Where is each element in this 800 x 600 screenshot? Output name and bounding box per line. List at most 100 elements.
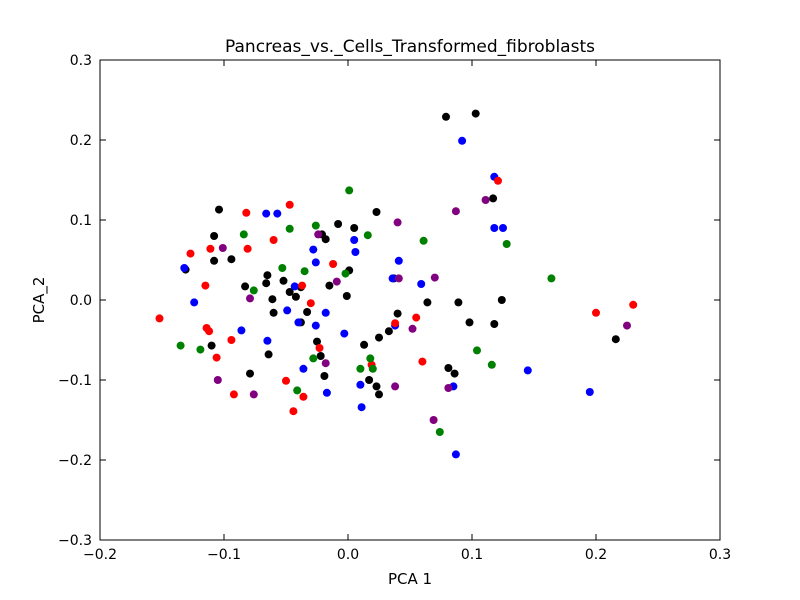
data-point: [268, 295, 277, 304]
data-point: [311, 258, 320, 267]
data-point: [497, 296, 506, 304]
data-point: [299, 392, 308, 401]
data-point: [264, 350, 273, 359]
data-point: [213, 376, 222, 384]
data-point: [345, 186, 354, 195]
data-point: [340, 329, 349, 338]
data-point: [442, 112, 450, 121]
data-point: [289, 407, 298, 416]
data-point: [207, 341, 216, 350]
data-point: [423, 298, 432, 307]
data-point: [262, 209, 271, 218]
data-point: [393, 309, 402, 318]
data-point: [444, 384, 453, 392]
data-point: [334, 220, 343, 228]
data-point: [394, 256, 403, 265]
data-point: [229, 390, 238, 399]
data-point: [186, 249, 195, 258]
y-axis-label: PCA_2: [30, 277, 49, 324]
data-point: [585, 388, 594, 396]
data-point: [215, 205, 223, 214]
data-point: [435, 428, 444, 436]
y-tick-label: 0.0: [70, 293, 92, 309]
data-point: [360, 340, 369, 349]
data-point: [623, 321, 631, 330]
data-point: [291, 292, 300, 301]
data-point: [269, 308, 278, 317]
data-point: [384, 327, 393, 336]
data-point: [249, 286, 258, 295]
data-point: [332, 277, 341, 286]
x-axis-label: PCA 1: [388, 570, 432, 588]
data-point: [311, 221, 320, 230]
x-tick-label: −0.1: [207, 547, 241, 563]
data-point: [263, 271, 272, 280]
data-point: [237, 326, 246, 335]
data-point: [283, 306, 292, 315]
data-point: [490, 320, 499, 328]
data-point: [246, 369, 254, 378]
data-point: [314, 230, 323, 239]
data-point: [309, 245, 318, 254]
y-axis-ticks: −0.3 −0.2 −0.1 0.0 0.1 0.2 0.3: [58, 53, 720, 549]
data-point: [342, 292, 351, 300]
data-point: [465, 318, 474, 327]
data-point: [419, 236, 428, 245]
data-point: [451, 207, 460, 216]
data-point: [356, 380, 365, 389]
data-point: [321, 359, 330, 368]
data-point: [372, 208, 381, 216]
data-point: [473, 346, 481, 355]
data-point: [490, 224, 499, 232]
data-point: [290, 282, 299, 291]
data-point: [454, 298, 463, 307]
data-point: [321, 235, 330, 244]
data-point: [210, 256, 219, 265]
data-point: [262, 279, 271, 288]
data-point: [611, 335, 620, 344]
data-point: [311, 321, 320, 330]
y-tick-label: −0.3: [58, 533, 92, 549]
data-point: [408, 324, 417, 333]
data-point: [263, 336, 272, 345]
data-point: [227, 255, 236, 264]
data-point: [363, 231, 372, 240]
x-tick-label: 0.1: [461, 547, 483, 563]
data-point: [592, 308, 600, 317]
data-point: [303, 308, 312, 316]
data-point: [322, 388, 331, 397]
data-point: [489, 194, 498, 203]
data-point: [429, 416, 438, 424]
data-point: [418, 357, 427, 366]
data-point: [190, 298, 199, 307]
data-point: [293, 386, 302, 395]
data-point: [273, 209, 282, 218]
data-point: [321, 308, 330, 317]
data-point: [285, 224, 294, 233]
data-point: [450, 369, 459, 378]
data-point: [351, 248, 360, 256]
data-point: [241, 282, 250, 291]
data-point: [201, 281, 210, 290]
y-tick-label: 0.1: [70, 213, 92, 229]
data-point: [218, 244, 227, 252]
data-point: [629, 300, 638, 309]
data-point: [196, 345, 205, 354]
data-point: [499, 224, 507, 232]
data-point: [366, 354, 375, 363]
data-point: [306, 299, 315, 308]
y-tick-label: 0.3: [70, 53, 92, 69]
data-point: [368, 364, 377, 373]
x-tick-label: 0.0: [337, 547, 359, 563]
data-point: [494, 176, 502, 185]
data-point: [372, 382, 381, 391]
data-point: [227, 336, 236, 344]
data-point: [444, 364, 453, 372]
data-point: [375, 390, 383, 399]
data-point: [313, 337, 321, 346]
data-point: [298, 281, 307, 290]
data-point: [155, 314, 164, 323]
data-point: [350, 224, 359, 232]
data-point: [269, 236, 278, 244]
